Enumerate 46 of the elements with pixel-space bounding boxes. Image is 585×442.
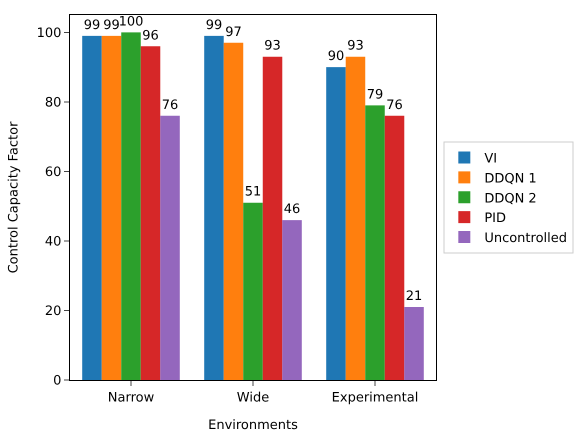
bar bbox=[404, 307, 424, 380]
data-label: 99 bbox=[206, 18, 222, 33]
legend-label: DDQN 1 bbox=[484, 171, 537, 186]
data-label: 97 bbox=[225, 24, 242, 40]
y-axis-title: Control Capacity Factor bbox=[6, 120, 22, 274]
data-label: 76 bbox=[386, 98, 403, 113]
y-tick-label: 0 bbox=[53, 374, 62, 389]
data-label: 76 bbox=[162, 98, 178, 113]
y-tick-label: 80 bbox=[44, 95, 62, 110]
data-label: 93 bbox=[264, 38, 281, 54]
legend-label: PID bbox=[484, 211, 506, 226]
data-label: 46 bbox=[284, 202, 300, 218]
bar bbox=[384, 116, 404, 380]
data-label: 21 bbox=[406, 289, 422, 304]
data-label: 99 bbox=[84, 18, 100, 33]
data-label: 79 bbox=[366, 87, 384, 102]
bar bbox=[121, 32, 141, 380]
bar bbox=[160, 116, 180, 380]
data-label: 100 bbox=[118, 14, 144, 30]
data-label: 51 bbox=[244, 184, 262, 200]
data-label: 90 bbox=[328, 49, 344, 64]
bar bbox=[365, 105, 385, 380]
data-label: 93 bbox=[347, 38, 364, 54]
bar bbox=[346, 56, 366, 380]
bar bbox=[282, 220, 302, 380]
y-tick-label: 60 bbox=[44, 164, 62, 180]
x-axis-title: Environments bbox=[208, 418, 298, 434]
bar bbox=[140, 46, 160, 380]
legend-label: Uncontrolled bbox=[484, 231, 568, 246]
y-tick-label: 40 bbox=[44, 234, 62, 250]
bar bbox=[262, 56, 282, 380]
bar bbox=[82, 36, 102, 380]
y-tick-label: 100 bbox=[36, 26, 62, 41]
bar bbox=[204, 36, 224, 380]
bar bbox=[326, 67, 346, 380]
data-label: 99 bbox=[103, 18, 120, 33]
data-label: 96 bbox=[142, 28, 159, 44]
y-tick-label: 20 bbox=[44, 304, 62, 320]
bar bbox=[224, 42, 244, 380]
legend-label: DDQN 2 bbox=[484, 191, 537, 206]
bar bbox=[102, 36, 122, 380]
x-tick-label: Experimental bbox=[332, 390, 418, 406]
bar bbox=[243, 202, 263, 380]
x-tick-label: Narrow bbox=[108, 390, 155, 406]
x-tick-label: Wide bbox=[236, 390, 270, 406]
legend-label: VI bbox=[484, 152, 498, 167]
